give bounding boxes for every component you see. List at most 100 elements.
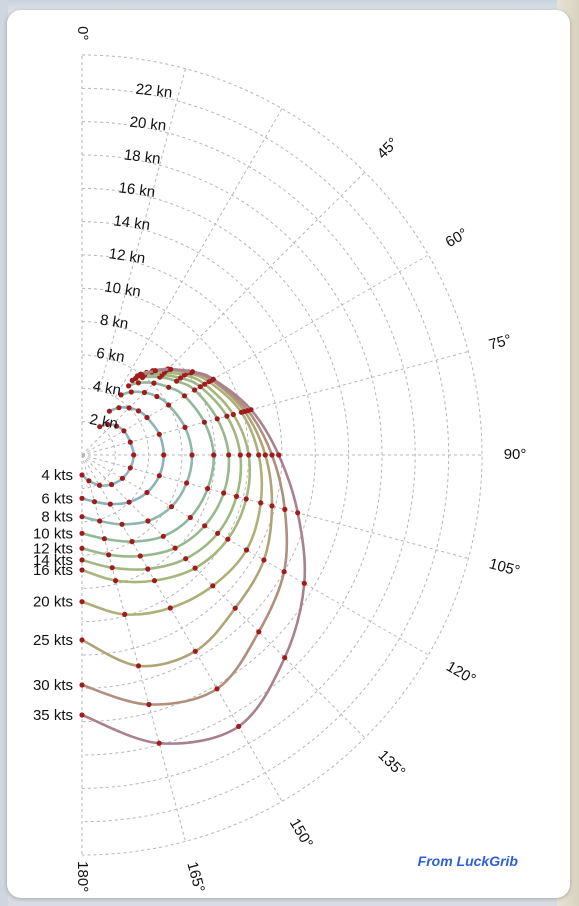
data-point xyxy=(210,376,216,382)
data-point xyxy=(211,452,217,458)
data-point xyxy=(129,539,135,545)
data-point xyxy=(262,452,268,458)
data-point xyxy=(166,384,172,390)
series-label: 8 kts xyxy=(41,509,73,526)
data-point xyxy=(248,407,254,413)
polar-diagram: 2 kn 4 kn 6 kn 8 kn 10 kn 12 kn 14 kn 16 kn 18 k… xyxy=(33,26,526,894)
series-label: 4 kts xyxy=(41,467,73,484)
data-point xyxy=(86,478,92,484)
data-point xyxy=(118,392,124,398)
data-point xyxy=(156,473,162,479)
grid-spoke xyxy=(81,454,429,656)
data-point xyxy=(282,655,288,661)
data-point xyxy=(166,402,172,408)
data-point xyxy=(135,663,142,669)
series-label: 35 kts xyxy=(33,707,73,724)
polar-series xyxy=(79,366,307,746)
polar-grid xyxy=(81,54,483,856)
data-point xyxy=(177,375,184,381)
data-point xyxy=(141,389,148,396)
data-point xyxy=(172,545,178,551)
grid-ring xyxy=(81,87,449,823)
data-point xyxy=(144,489,150,496)
data-point xyxy=(276,452,282,458)
data-point xyxy=(202,381,208,387)
data-point xyxy=(301,580,307,586)
data-point xyxy=(135,380,141,386)
data-point xyxy=(116,405,122,411)
data-point xyxy=(145,566,151,572)
data-point xyxy=(119,475,125,481)
radial-tick-label: 14 kn xyxy=(112,212,151,234)
data-point xyxy=(145,518,151,524)
data-point xyxy=(258,500,264,506)
data-point xyxy=(79,599,85,605)
data-point xyxy=(214,416,220,422)
data-point xyxy=(269,503,275,509)
grid-ring xyxy=(81,54,483,856)
credit-label: From LuckGrib xyxy=(417,853,518,869)
data-point xyxy=(236,723,242,730)
data-point xyxy=(151,380,157,386)
data-point xyxy=(246,452,252,458)
data-point xyxy=(237,452,243,458)
data-point xyxy=(225,536,231,542)
angle-tick-label: 105° xyxy=(487,555,521,579)
data-point xyxy=(187,514,193,521)
data-point xyxy=(189,452,195,458)
window-backdrop-top xyxy=(0,0,579,12)
data-point xyxy=(224,413,230,419)
data-point xyxy=(79,567,85,573)
data-point xyxy=(128,389,134,395)
data-point xyxy=(97,424,103,430)
data-point xyxy=(202,523,208,529)
radial-tick-label: 10 kn xyxy=(103,278,142,300)
data-point xyxy=(184,480,190,486)
data-point xyxy=(256,452,262,458)
series-label: 25 kts xyxy=(33,632,73,649)
data-point xyxy=(154,393,160,400)
data-point xyxy=(167,605,173,611)
data-point xyxy=(281,569,287,575)
data-point xyxy=(108,481,115,488)
data-point xyxy=(295,510,301,516)
data-point xyxy=(135,408,142,414)
grid-spoke xyxy=(81,351,469,456)
series-label: 10 kts xyxy=(33,525,73,542)
data-point xyxy=(232,605,238,611)
data-point xyxy=(106,552,112,558)
data-point xyxy=(109,565,115,571)
data-point xyxy=(79,514,85,520)
data-point xyxy=(146,701,152,708)
data-point xyxy=(79,472,85,478)
data-point xyxy=(107,501,113,507)
data-point xyxy=(101,536,107,542)
angle-tick-label: 45° xyxy=(374,134,402,162)
grid-spoke xyxy=(81,454,469,559)
data-point xyxy=(79,557,85,563)
grid-ring xyxy=(81,354,183,556)
data-point xyxy=(79,682,85,688)
grid-spoke xyxy=(98,68,186,391)
data-point xyxy=(156,431,162,437)
series-label: 14 kts xyxy=(33,552,73,569)
data-point xyxy=(174,378,180,384)
angle-tick-label: 150° xyxy=(286,816,316,851)
radial-tick-label: 4 kn xyxy=(91,378,122,399)
radial-tick-label: 16 kn xyxy=(118,179,157,200)
data-point xyxy=(214,686,220,692)
grid-ring xyxy=(81,121,416,789)
data-point xyxy=(121,428,127,434)
radial-tick-label: 6 kn xyxy=(95,345,126,366)
data-point xyxy=(160,533,166,539)
data-point xyxy=(105,421,111,427)
radial-tick-label: 12 kn xyxy=(108,245,147,267)
data-point xyxy=(189,369,196,375)
series-line xyxy=(81,381,216,543)
data-point xyxy=(205,486,211,492)
angle-tick-label: 0° xyxy=(74,26,91,40)
grid-ring xyxy=(81,154,383,756)
data-point xyxy=(210,583,216,589)
radial-tick-label: 2 kn xyxy=(88,411,119,433)
grid-spoke xyxy=(81,454,283,802)
